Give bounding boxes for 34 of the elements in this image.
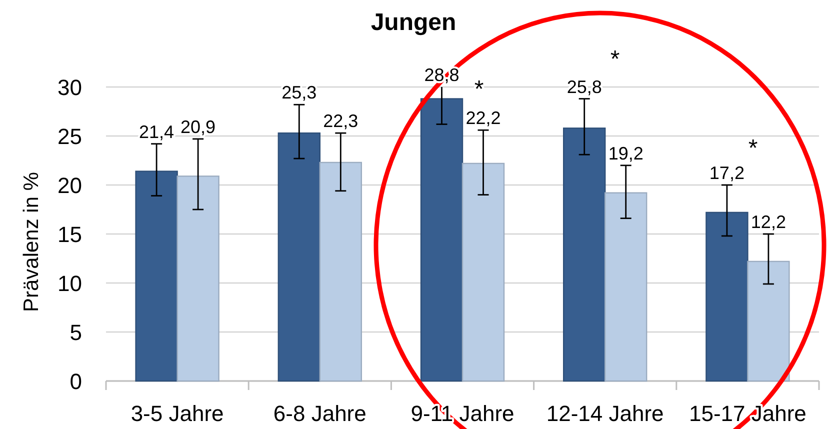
data-label: 20,9	[180, 116, 216, 137]
data-label: 21,4	[139, 122, 174, 142]
bar	[278, 132, 320, 382]
y-tick-label: 5	[70, 320, 82, 345]
bar	[319, 162, 362, 382]
bar	[747, 260, 790, 382]
annotation: *	[748, 135, 758, 162]
bar	[563, 128, 606, 382]
y-tick-label: 15	[58, 222, 82, 247]
bar	[176, 176, 220, 382]
bar	[135, 170, 178, 382]
data-label: 19,2	[608, 143, 644, 164]
text: *	[610, 46, 620, 73]
chart-title: Jungen	[370, 9, 456, 36]
y-tick-label: 10	[58, 270, 82, 296]
data-label: 12,2	[750, 212, 786, 232]
bar	[420, 98, 464, 382]
bar	[706, 212, 748, 382]
y-axis-title: Prävalenz in %	[20, 172, 43, 312]
x-tick-label: 3-5 Jahre	[130, 401, 224, 426]
data-label: 22,3	[323, 111, 358, 132]
annotation: *	[474, 76, 484, 103]
data-label: 22,2	[466, 108, 501, 128]
y-tick-label: 20	[58, 172, 82, 198]
bar	[604, 192, 648, 382]
x-tick-label: 6-8 Jahre	[273, 401, 366, 426]
y-tick-label: 0	[70, 368, 82, 394]
y-tick-label: 30	[58, 74, 82, 100]
x-tick-label: 12-14 Jahre	[546, 401, 664, 426]
data-label: 17,2	[709, 163, 744, 183]
data-label: 25,3	[282, 82, 317, 103]
y-tick-label: 25	[58, 124, 82, 149]
bar	[462, 162, 505, 382]
data-label: 25,8	[566, 76, 602, 97]
